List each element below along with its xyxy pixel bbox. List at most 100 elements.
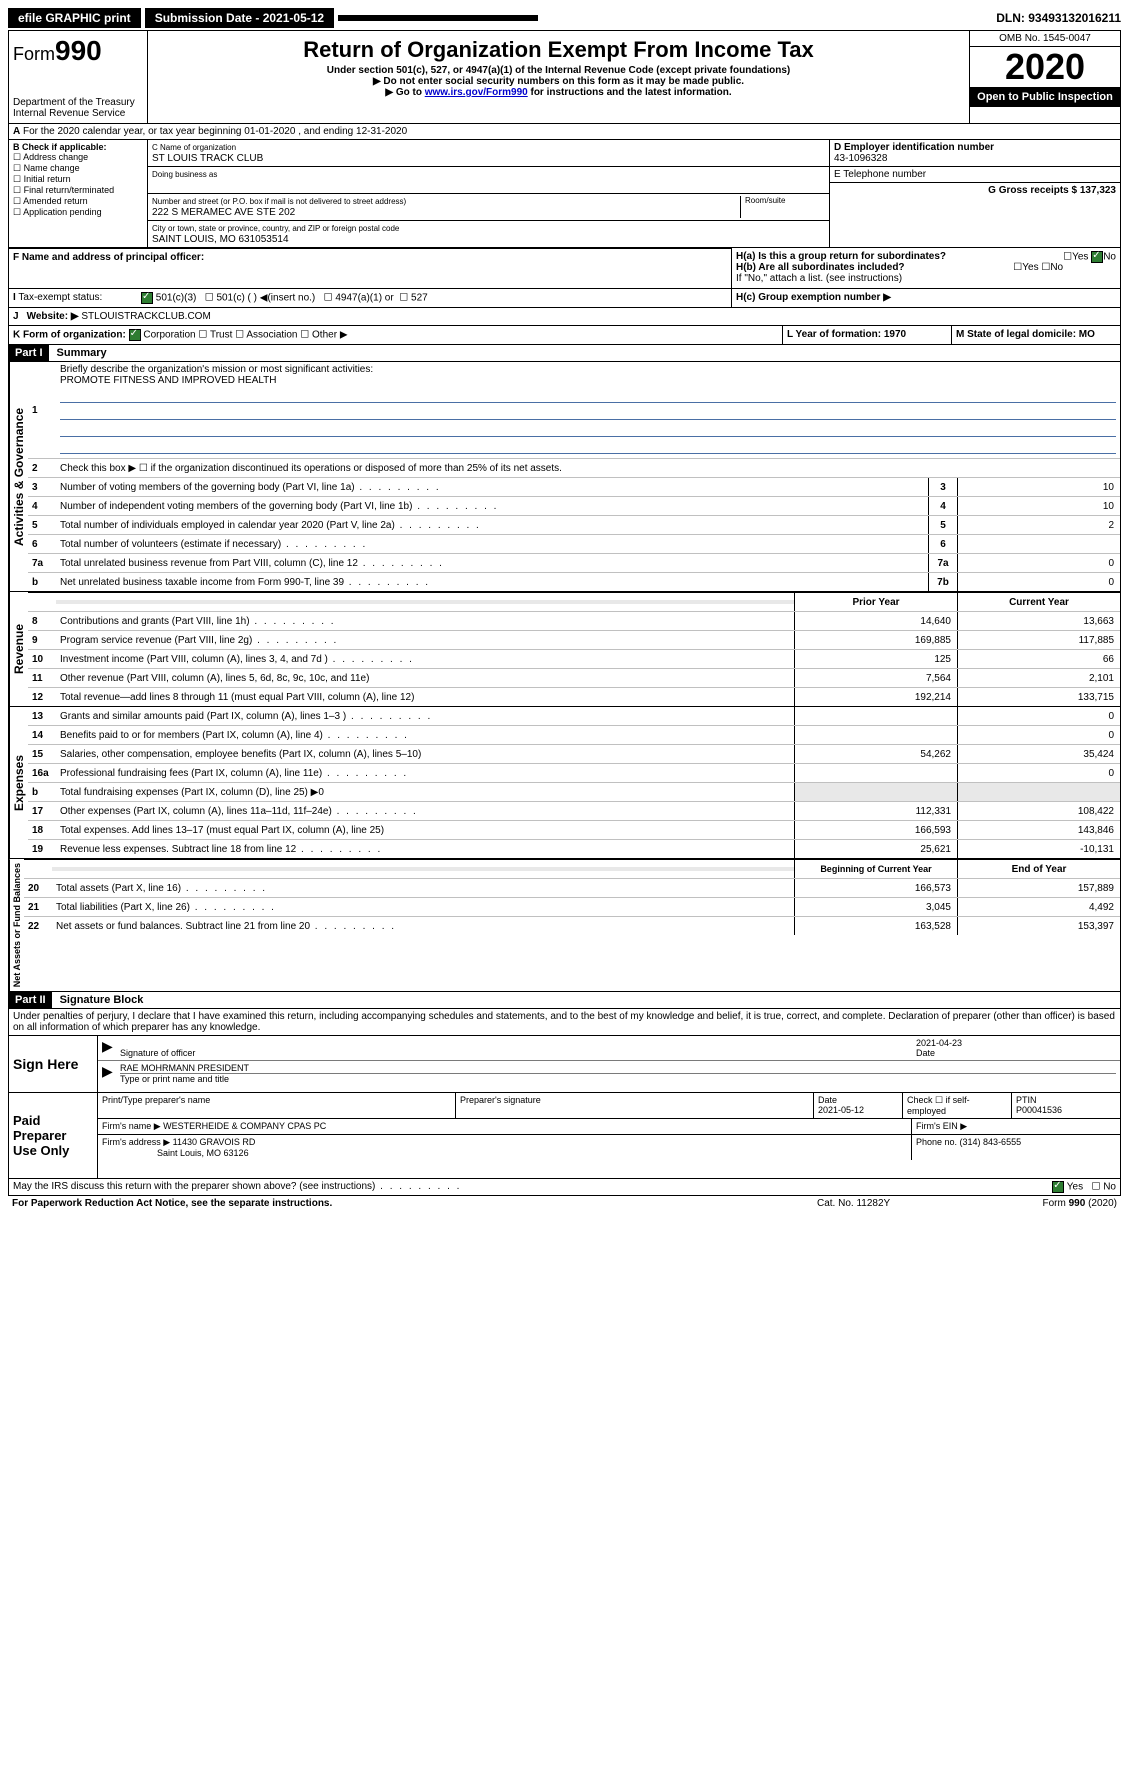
l20-text: Total assets (Part X, line 16) [52, 881, 794, 896]
l8-v2: 13,663 [957, 612, 1120, 630]
website-label: Website: ▶ [27, 311, 79, 322]
opt-amended: Amended return [23, 196, 88, 206]
l5-text: Total number of individuals employed in … [56, 518, 928, 533]
l11-v1: 7,564 [794, 669, 957, 687]
phone-label: E Telephone number [830, 167, 1120, 183]
addr2: Saint Louis, MO 63126 [157, 1148, 249, 1158]
l17-v2: 108,422 [957, 802, 1120, 820]
l9-num: 9 [28, 635, 56, 646]
l7a-val: 0 [957, 554, 1120, 572]
l7a-num: 7a [28, 558, 56, 569]
l1-num: 1 [28, 405, 56, 416]
sign-here: Sign Here ▶ Signature of officer 2021-04… [9, 1035, 1120, 1092]
s527: 527 [411, 293, 428, 304]
l8-v1: 14,640 [794, 612, 957, 630]
l17-v1: 112,331 [794, 802, 957, 820]
hdr2-prior: Beginning of Current Year [794, 860, 957, 878]
j-label: J [13, 311, 19, 322]
rev-label: Revenue [9, 592, 28, 706]
row-a-text: For the 2020 calendar year, or tax year … [23, 126, 407, 137]
irs-link[interactable]: www.irs.gov/Form990 [425, 87, 528, 98]
part-i-title: Summary [49, 345, 115, 361]
opt-pending: Application pending [23, 207, 102, 217]
l11-text: Other revenue (Part VIII, column (A), li… [56, 671, 794, 686]
org-name: ST LOUIS TRACK CLUB [152, 153, 263, 164]
k-label: K Form of organization: [13, 330, 126, 341]
l16a-v2: 0 [957, 764, 1120, 782]
blank-button [338, 15, 538, 21]
row-klm: K Form of organization: Corporation ☐ Tr… [9, 325, 1120, 344]
l21-v2: 4,492 [957, 898, 1120, 916]
l15-num: 15 [28, 749, 56, 760]
row-i: I Tax-exempt status: 501(c)(3) ☐ 501(c) … [9, 288, 1120, 307]
l21-num: 21 [24, 902, 52, 913]
l19-v2: -10,131 [957, 840, 1120, 858]
l8-num: 8 [28, 616, 56, 627]
l11-num: 11 [28, 673, 56, 684]
name-label: Type or print name and title [120, 1073, 1116, 1084]
l3-box: 3 [928, 478, 957, 496]
hc: H(c) Group exemption number ▶ [736, 292, 891, 303]
l10-num: 10 [28, 654, 56, 665]
governance-section: Activities & Governance 1Briefly describ… [9, 361, 1120, 591]
header-center: Return of Organization Exempt From Incom… [148, 31, 969, 123]
row-j: J Website: ▶ STLOUISTRACKCLUB.COM [9, 307, 1120, 325]
gov-label: Activities & Governance [9, 362, 28, 591]
hb: H(b) Are all subordinates included? [736, 262, 905, 273]
city-label: City or town, state or province, country… [152, 224, 399, 233]
sign-label: Sign Here [9, 1036, 98, 1092]
footer: For Paperwork Reduction Act Notice, see … [8, 1196, 1121, 1211]
l16b-v1 [794, 783, 957, 801]
firm-name: WESTERHEIDE & COMPANY CPAS PC [163, 1121, 326, 1131]
hdr-text [56, 600, 794, 604]
perjury: Under penalties of perjury, I declare th… [9, 1008, 1120, 1035]
irs: Internal Revenue Service [13, 108, 143, 119]
l18-num: 18 [28, 825, 56, 836]
dept: Department of the Treasury [13, 97, 143, 108]
hb-yes: Yes [1022, 262, 1038, 273]
part-i-header: Part I Summary [9, 344, 1120, 361]
l16a-v1 [794, 764, 957, 782]
discuss-no: No [1103, 1182, 1116, 1193]
dln: DLN: 93493132016211 [996, 11, 1121, 25]
hdr-current: Current Year [957, 593, 1120, 611]
note1: ▶ Do not enter social security numbers o… [152, 76, 965, 87]
prep-sig-label: Preparer's signature [456, 1093, 814, 1118]
form-container: Form990 Department of the Treasury Inter… [8, 30, 1121, 1196]
tax-year: 2020 [970, 47, 1120, 87]
header-right: OMB No. 1545-0047 2020 Open to Public In… [969, 31, 1120, 123]
l16b-text: Total fundraising expenses (Part IX, col… [56, 785, 794, 800]
l22-v1: 163,528 [794, 917, 957, 935]
footer-mid: Cat. No. 11282Y [817, 1198, 967, 1209]
l4-num: 4 [28, 501, 56, 512]
hb-no: No [1050, 262, 1063, 273]
note2-pre: ▶ Go to [385, 87, 424, 98]
l7a-box: 7a [928, 554, 957, 572]
l17-text: Other expenses (Part IX, column (A), lin… [56, 804, 794, 819]
l4-box: 4 [928, 497, 957, 515]
opt-name: Name change [24, 163, 80, 173]
l7b-val: 0 [957, 573, 1120, 591]
gross-receipts: G Gross receipts $ 137,323 [988, 185, 1116, 196]
part-ii-header: Part II Signature Block [9, 991, 1120, 1008]
header: Form990 Department of the Treasury Inter… [9, 31, 1120, 124]
l7b-num: b [28, 577, 56, 588]
l12-num: 12 [28, 692, 56, 703]
l16a-text: Professional fundraising fees (Part IX, … [56, 766, 794, 781]
efile-button[interactable]: efile GRAPHIC print [8, 8, 141, 28]
sign-date: 2021-04-23 [916, 1038, 962, 1048]
c-other: 501(c) ( ) ◀(insert no.) [216, 293, 315, 304]
ptin: P00041536 [1016, 1105, 1062, 1115]
l14-v1 [794, 726, 957, 744]
box-f: F Name and address of principal officer: [13, 252, 204, 263]
l5-num: 5 [28, 520, 56, 531]
a1: 4947(a)(1) or [335, 293, 393, 304]
l10-text: Investment income (Part VIII, column (A)… [56, 652, 794, 667]
submission-button[interactable]: Submission Date - 2021-05-12 [145, 8, 334, 28]
l16b-v2 [957, 783, 1120, 801]
l22-num: 22 [24, 921, 52, 932]
l3-val: 10 [957, 478, 1120, 496]
l20-v1: 166,573 [794, 879, 957, 897]
net-label: Net Assets or Fund Balances [9, 859, 24, 991]
l10-v2: 66 [957, 650, 1120, 668]
